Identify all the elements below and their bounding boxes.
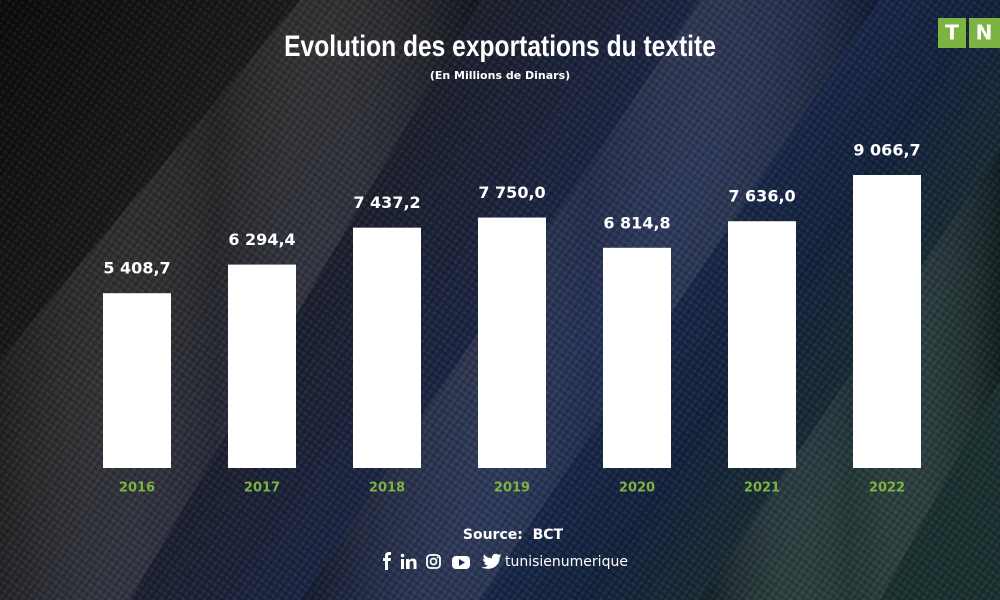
value-label: 9 066,7: [853, 141, 920, 160]
brand-letter: T: [945, 21, 959, 45]
x-tick-label: 2016: [119, 481, 155, 496]
x-tick-label: 2017: [244, 481, 280, 496]
chart-subtitle: (En Millions de Dinars): [430, 69, 570, 82]
value-label: 6 814,8: [603, 213, 670, 232]
value-label: 5 408,7: [103, 259, 170, 278]
social-handle: tunisienumerique: [505, 554, 628, 570]
x-tick-label: 2022: [869, 481, 905, 496]
value-label: 7 437,2: [353, 193, 420, 212]
x-tick-label: 2020: [619, 481, 655, 496]
brand-letter: N: [976, 21, 993, 45]
bar: [103, 293, 171, 468]
value-label: 7 636,0: [728, 187, 795, 206]
bar: [603, 247, 671, 468]
bar: [853, 175, 921, 468]
bar: [728, 221, 796, 468]
bar: [353, 227, 421, 468]
value-label: 7 750,0: [478, 183, 545, 202]
chart-title: Evolution des exportations du textite: [284, 29, 716, 63]
bar: [228, 264, 296, 468]
value-label: 6 294,4: [228, 230, 295, 249]
x-tick-label: 2019: [494, 481, 530, 496]
bar: [478, 217, 546, 468]
brand-logo: T N: [938, 18, 1000, 48]
x-tick-label: 2018: [369, 481, 405, 496]
social-icons: [383, 552, 502, 570]
x-tick-label: 2021: [744, 481, 780, 496]
source: Source: BCT: [463, 527, 564, 543]
